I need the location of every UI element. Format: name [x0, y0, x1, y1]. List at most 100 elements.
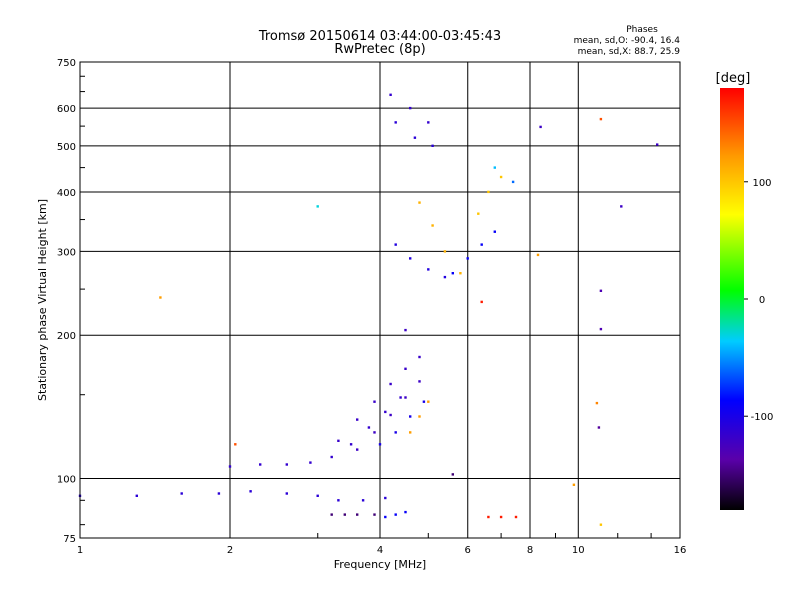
trace-point	[356, 513, 359, 516]
trace-point	[404, 367, 407, 370]
trace-point	[499, 175, 503, 179]
y-tick-label: 100	[57, 475, 76, 486]
trace-point	[337, 499, 340, 502]
scatter-point	[493, 166, 496, 169]
trace-point	[418, 355, 421, 359]
trace-point	[409, 431, 412, 434]
trace-point	[343, 513, 346, 516]
trace-point	[373, 431, 376, 434]
trace-point	[330, 513, 333, 516]
colorbar-label: [deg]	[716, 71, 751, 86]
trace-point	[135, 494, 138, 497]
trace-point	[361, 499, 365, 502]
x-tick-label: 2	[227, 545, 233, 556]
colorbar-tick-label: 100	[752, 178, 771, 189]
trace-point	[418, 380, 421, 383]
scatter-point	[599, 289, 603, 292]
trace-point	[409, 257, 412, 260]
trace-point	[459, 272, 462, 275]
chart-title: Tromsø 20150614 03:44:00-03:45:43	[258, 29, 501, 44]
trace-point	[389, 413, 392, 417]
scatter-point	[480, 300, 483, 304]
trace-point	[493, 230, 496, 233]
x-tick-label: 6	[465, 545, 471, 556]
x-tick-label: 8	[527, 545, 533, 556]
colorbar-ticks: 100 0 -100	[744, 178, 773, 423]
x-axis-label: Frequency [MHz]	[334, 558, 426, 571]
y-tick-label: 200	[57, 331, 76, 342]
trace-point	[409, 106, 412, 110]
trace-point	[389, 93, 392, 96]
y-tick-label: 300	[57, 247, 76, 258]
y-tick-label: 400	[57, 188, 76, 199]
colorbar-gradient	[720, 88, 744, 510]
trace-point	[477, 212, 480, 215]
trace-point	[443, 250, 447, 253]
scatter-point	[404, 328, 407, 332]
y-tick-label: 75	[63, 534, 76, 545]
scatter-point	[656, 143, 659, 146]
chart-subtitle: RwPretec (8p)	[334, 42, 425, 57]
trace-point	[384, 496, 387, 500]
trace-point	[487, 515, 490, 519]
trace-point	[499, 515, 503, 519]
trace-point	[394, 243, 397, 246]
trace-point	[309, 461, 312, 464]
phases-x-stats: mean, sd,X: 88.7, 25.9	[578, 47, 681, 57]
trace-point	[404, 396, 407, 399]
trace-point	[285, 463, 288, 466]
colorbar-tick-label: 0	[759, 295, 765, 306]
trace-point	[427, 400, 430, 403]
trace-point	[427, 268, 430, 271]
trace-point	[413, 136, 417, 139]
trace-point	[316, 494, 319, 497]
scatter-point	[597, 426, 601, 429]
scatter-point	[599, 523, 603, 526]
scatter-point	[572, 483, 576, 486]
trace-point	[394, 513, 397, 516]
trace-point	[249, 490, 252, 493]
trace-point	[367, 426, 371, 429]
data-points-layer	[78, 93, 659, 526]
trace-point	[373, 513, 376, 516]
trace-point	[356, 418, 359, 421]
trace-point	[330, 455, 333, 459]
x-axis-ticks: 1 2 4 6 8 10 16	[77, 533, 687, 556]
trace-point	[427, 121, 430, 124]
scatter-point	[316, 205, 319, 208]
colorbar: [deg] 100 0 -100	[716, 71, 773, 510]
colorbar-tick-label: -100	[751, 412, 774, 423]
trace-point	[394, 121, 397, 124]
scatter-point	[234, 443, 237, 446]
trace-point	[180, 492, 183, 495]
trace-point	[422, 400, 426, 403]
trace-point	[451, 272, 454, 275]
trace-point	[394, 431, 397, 434]
scatter-point	[595, 401, 599, 405]
trace-point	[466, 257, 469, 260]
trace-point	[409, 415, 412, 418]
trace-point	[443, 275, 447, 279]
phases-title: Phases	[626, 25, 658, 35]
y-tick-label: 600	[57, 104, 76, 115]
trace-point	[487, 190, 490, 194]
y-tick-label: 750	[57, 58, 76, 69]
scatter-point	[539, 125, 542, 129]
trace-point	[399, 396, 402, 399]
trace-point	[480, 243, 483, 246]
trace-point	[373, 400, 376, 403]
x-tick-label: 16	[674, 545, 687, 556]
x-tick-label: 1	[77, 545, 83, 556]
scatter-point	[451, 473, 454, 476]
plot-frame	[79, 61, 681, 539]
trace-point	[384, 515, 387, 519]
scatter-point	[511, 180, 515, 184]
trace-point	[431, 224, 434, 227]
trace-point	[514, 515, 518, 519]
x-tick-label: 4	[377, 545, 383, 556]
trace-point	[259, 463, 262, 466]
trace-point	[418, 201, 421, 204]
trace-point	[404, 510, 407, 514]
phases-o-stats: mean, sd,O: -90.4, 16.4	[574, 36, 681, 46]
